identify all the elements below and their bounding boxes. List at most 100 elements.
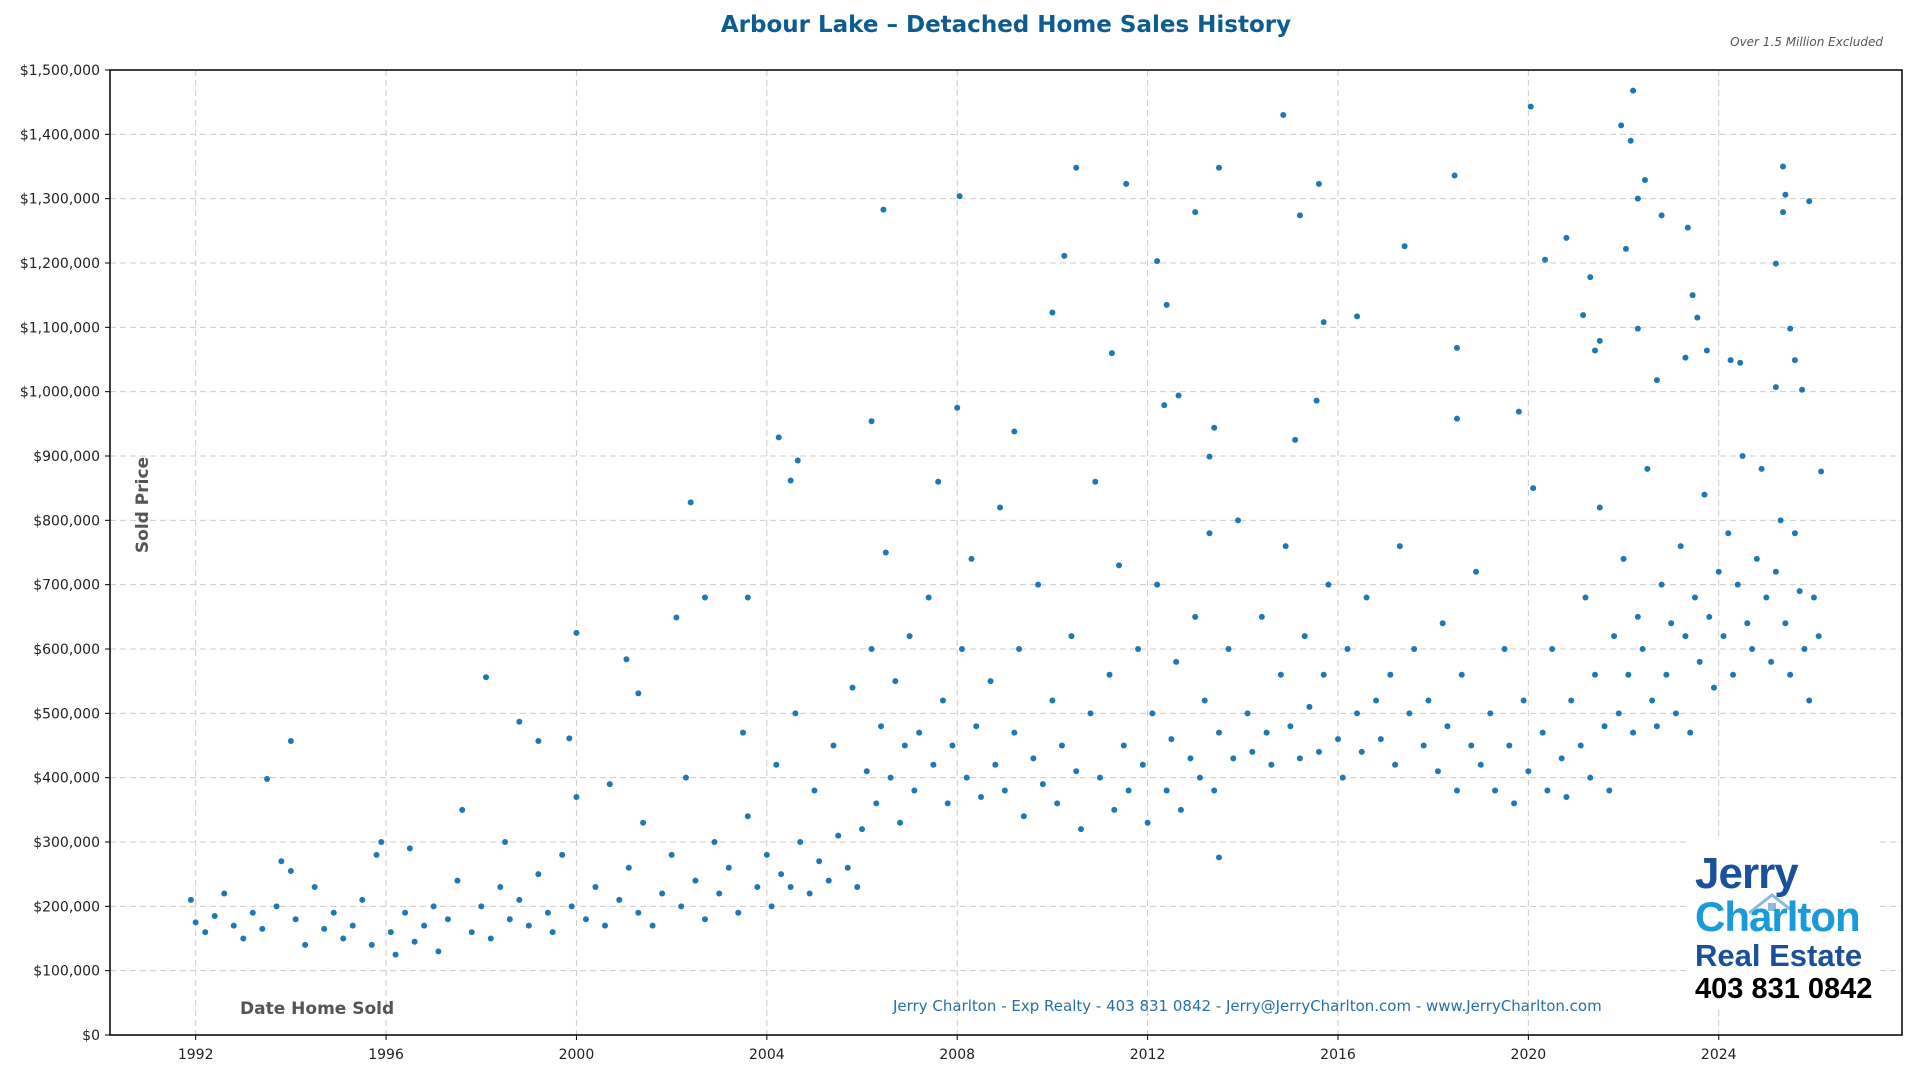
data-point — [878, 723, 885, 730]
data-point — [1753, 555, 1760, 562]
data-point — [911, 787, 918, 794]
data-point — [1206, 453, 1213, 460]
data-point — [1568, 697, 1575, 704]
data-point — [516, 896, 523, 903]
data-point — [1175, 392, 1182, 399]
data-point — [773, 761, 780, 768]
data-point — [1772, 384, 1779, 391]
data-point — [873, 800, 880, 807]
data-point — [378, 839, 385, 845]
data-point — [1727, 357, 1734, 364]
data-point — [421, 922, 428, 929]
data-point — [430, 903, 437, 910]
data-point — [1587, 774, 1594, 781]
x-tick-label: 2016 — [1320, 1047, 1356, 1063]
data-point — [1192, 613, 1199, 620]
data-point — [963, 774, 970, 781]
data-point — [535, 871, 542, 878]
data-point — [949, 742, 956, 749]
data-point — [1630, 729, 1637, 736]
data-point — [202, 929, 209, 936]
y-tick-label: $1,400,000 — [20, 127, 100, 143]
data-point — [1211, 787, 1218, 794]
data-point — [1592, 671, 1599, 678]
data-point — [1225, 646, 1232, 652]
data-point — [1539, 729, 1546, 736]
data-point — [292, 916, 299, 923]
data-point — [835, 832, 842, 839]
data-point — [1627, 137, 1634, 144]
data-point — [525, 922, 532, 929]
data-point — [1315, 180, 1322, 187]
data-point — [1696, 658, 1703, 665]
data-point — [1758, 465, 1765, 472]
data-point — [740, 729, 747, 736]
data-point — [1520, 697, 1527, 704]
data-point — [1125, 787, 1132, 794]
data-point — [778, 871, 785, 878]
data-point — [1772, 260, 1779, 267]
data-point — [211, 912, 218, 919]
data-point — [1634, 613, 1641, 620]
data-point — [854, 884, 861, 891]
grid — [110, 69, 1902, 1036]
data-point — [311, 884, 318, 891]
y-tick-label: $1,200,000 — [20, 256, 100, 272]
data-point — [1054, 800, 1061, 807]
data-point — [1011, 729, 1018, 736]
data-point — [568, 903, 575, 910]
y-tick-label: $700,000 — [33, 578, 100, 594]
data-point — [1615, 710, 1622, 717]
data-point — [880, 206, 887, 213]
data-point — [1049, 697, 1056, 704]
data-point — [1434, 768, 1441, 775]
data-point — [1749, 646, 1756, 652]
data-point — [687, 499, 694, 506]
data-point — [1582, 594, 1589, 601]
data-point — [868, 646, 875, 652]
data-point — [340, 935, 347, 942]
data-point — [1215, 854, 1222, 861]
data-point — [1618, 122, 1625, 129]
data-point — [1715, 568, 1722, 575]
data-point — [1549, 646, 1556, 652]
data-point — [1277, 671, 1284, 678]
data-point — [659, 890, 666, 897]
data-point — [811, 787, 818, 794]
data-point — [544, 909, 551, 916]
data-point — [1258, 613, 1265, 620]
data-point — [459, 806, 466, 813]
y-tick-label: $800,000 — [33, 513, 100, 529]
data-point — [1639, 646, 1646, 652]
data-point — [1154, 258, 1161, 265]
data-point — [939, 697, 946, 704]
data-point — [1420, 742, 1427, 749]
data-point — [787, 477, 794, 484]
data-point — [1477, 761, 1484, 768]
data-point — [787, 884, 794, 891]
data-point — [792, 710, 799, 717]
plot-frame — [109, 69, 1903, 1036]
data-point — [1244, 710, 1251, 717]
data-point — [1544, 787, 1551, 794]
data-point — [1601, 723, 1608, 730]
data-point — [1468, 742, 1475, 749]
x-tick-label: 2012 — [1130, 1047, 1166, 1063]
data-point — [1230, 755, 1237, 762]
data-point — [1777, 517, 1784, 524]
data-point — [1511, 800, 1518, 807]
data-point — [1580, 312, 1587, 319]
data-point — [816, 858, 823, 865]
data-point — [1280, 112, 1287, 119]
data-point — [859, 826, 866, 833]
data-point — [1061, 252, 1068, 259]
data-point — [321, 925, 328, 932]
data-point — [668, 851, 675, 858]
y-tick-label: $1,000,000 — [20, 385, 100, 401]
data-point — [682, 774, 689, 781]
data-point — [1796, 588, 1803, 595]
data-point — [1689, 292, 1696, 299]
data-point — [349, 922, 356, 929]
data-point — [278, 858, 285, 865]
